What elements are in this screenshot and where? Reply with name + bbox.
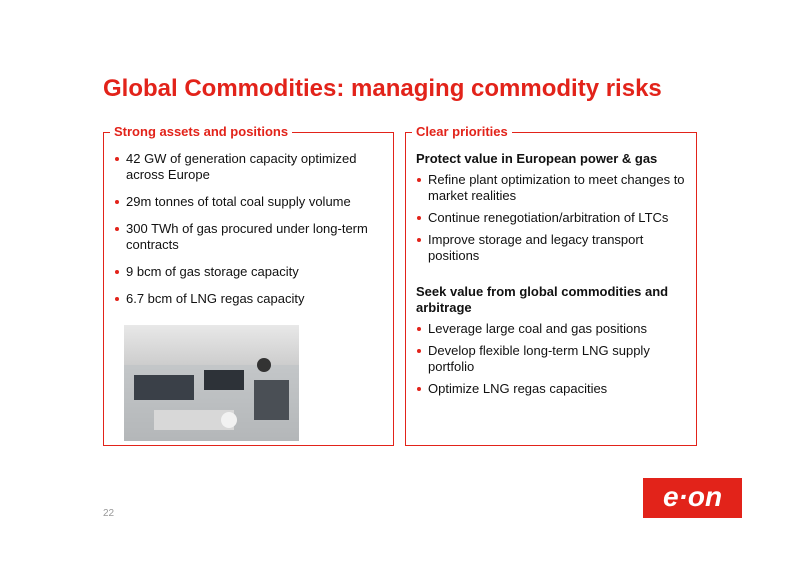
bullet: Leverage large coal and gas positions [416, 321, 696, 337]
bullet: 300 TWh of gas procured under long-term … [114, 221, 379, 253]
page-number: 22 [103, 508, 115, 519]
bullet: Continue renegotiation/arbitration of LT… [416, 210, 696, 226]
section-heading: Seek value from global commodities and a… [416, 284, 669, 315]
bullet-list: Leverage large coal and gas positions Dev… [416, 321, 696, 397]
panel-heading: Strong assets and positions [110, 124, 293, 140]
section: Seek value from global commodities and a… [416, 284, 696, 397]
right-panel: Clear priorities Protect value in Europe… [405, 124, 697, 446]
panel-heading: Clear priorities [412, 124, 512, 140]
bullet: Optimize LNG regas capacities [416, 381, 696, 397]
bullet: Develop flexible long-term LNG supply po… [416, 343, 696, 375]
slide-title: Global Commodities: managing commodity r… [103, 75, 662, 102]
sections: Protect value in European power & gas Ref… [416, 151, 696, 403]
bullet: 6.7 bcm of LNG regas capacity [114, 291, 379, 307]
bullet-list: Refine plant optimization to meet change… [416, 172, 696, 264]
bullet-list: 42 GW of generation capacity optimized a… [114, 151, 379, 318]
photo [124, 325, 299, 441]
logo: e·on [643, 478, 742, 518]
bullet: Improve storage and legacy transport pos… [416, 232, 696, 264]
bullet: 29m tonnes of total coal supply volume [114, 194, 379, 210]
bullet: Refine plant optimization to meet change… [416, 172, 696, 204]
section: Protect value in European power & gas Ref… [416, 151, 696, 264]
left-panel: Strong assets and positions 42 GW of gen… [103, 124, 394, 446]
section-heading: Protect value in European power & gas [416, 151, 658, 166]
bullet: 9 bcm of gas storage capacity [114, 264, 379, 280]
bullet: 42 GW of generation capacity optimized a… [114, 151, 379, 183]
